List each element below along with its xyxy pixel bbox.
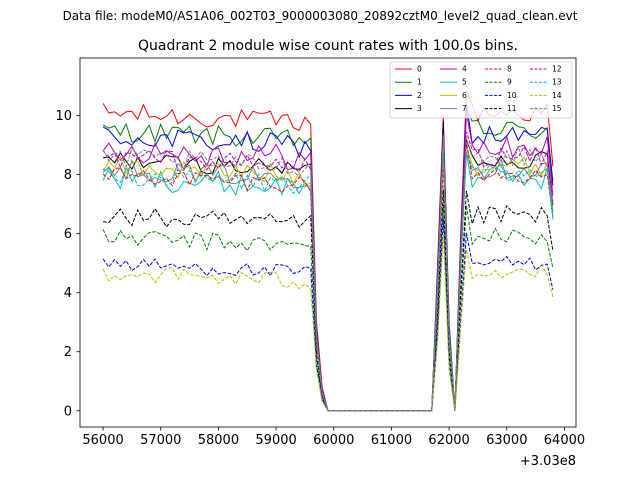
x-tick-label: 57000: [140, 433, 181, 448]
legend-label-0: 0: [417, 65, 422, 74]
y-tick-label: 4: [64, 286, 72, 301]
legend-box: [389, 61, 573, 119]
series-line-7: [102, 145, 554, 412]
series-line-14: [102, 233, 554, 412]
series-line-2: [102, 102, 554, 412]
data-file-label: Data file: modeM0/AS1A06_002T03_90000030…: [63, 9, 578, 23]
y-tick-label: 2: [64, 345, 72, 360]
series-line-3: [103, 121, 554, 412]
series-line-4: [102, 113, 554, 412]
series-line-6: [102, 142, 554, 412]
series-line-8: [102, 141, 554, 412]
y-tick-label: 0: [64, 404, 72, 419]
series-line-9: [102, 204, 554, 412]
legend-label-14: 14: [552, 91, 562, 100]
chart-title: Quadrant 2 module wise count rates with …: [138, 38, 518, 54]
x-tick-label: 59000: [255, 433, 296, 448]
x-offset-label: +3.03e8: [520, 454, 576, 469]
legend-label-6: 6: [462, 91, 467, 100]
legend-label-10: 10: [507, 91, 517, 100]
y-tick-label: 10: [55, 109, 72, 124]
legend-label-1: 1: [417, 78, 422, 87]
legend-label-9: 9: [507, 78, 512, 87]
series-line-12: [102, 131, 554, 412]
series-line-1: [102, 108, 554, 412]
series-line-11: [103, 189, 554, 412]
y-tick-label: 8: [64, 168, 72, 183]
x-tick-label: 56000: [82, 433, 123, 448]
legend-label-12: 12: [552, 65, 562, 74]
legend-label-2: 2: [417, 91, 422, 100]
x-tick-label: 58000: [198, 433, 239, 448]
x-tick-label: 64000: [544, 433, 585, 448]
legend-label-5: 5: [462, 78, 467, 87]
x-tick-label: 63000: [486, 433, 527, 448]
legend-label-7: 7: [462, 104, 467, 113]
x-tick-label: 61000: [371, 433, 412, 448]
legend-label-4: 4: [462, 65, 467, 74]
legend-label-3: 3: [417, 104, 422, 113]
series-group: [102, 90, 554, 412]
series-line-13: [102, 150, 554, 412]
legend-label-15: 15: [552, 104, 562, 113]
y-tick-label: 6: [64, 227, 72, 242]
series-line-15: [102, 137, 554, 412]
legend-label-11: 11: [507, 104, 517, 113]
axes-frame: [79, 57, 577, 428]
legend-label-13: 13: [552, 78, 562, 87]
legend-label-8: 8: [507, 65, 512, 74]
x-tick-label: 62000: [428, 433, 469, 448]
x-tick-label: 60000: [313, 433, 354, 448]
plot-area: 56000 57000 58000 59000 60000 61000 62000 63000…: [55, 57, 585, 469]
series-line-10: [102, 218, 554, 412]
